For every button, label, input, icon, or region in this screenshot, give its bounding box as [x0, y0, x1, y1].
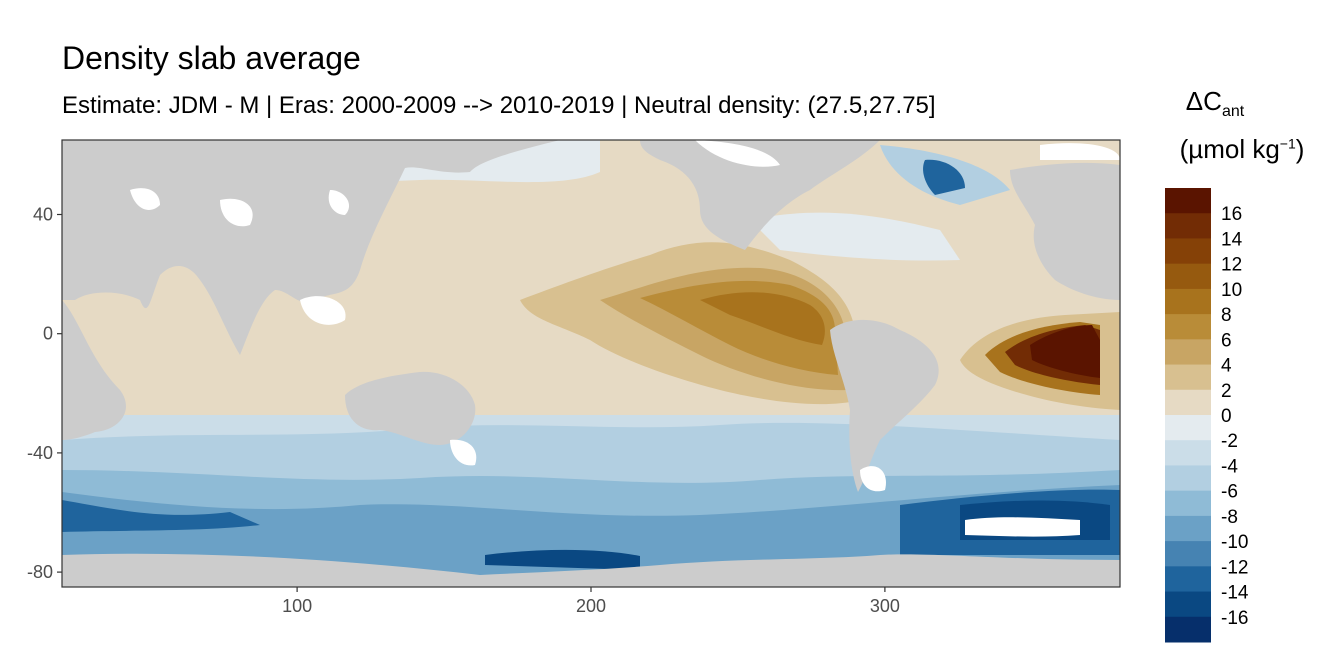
colorbar: 16 14 12 10 8 6 4 2 0 -2 -4 -6 -8 -10 -12 -14 -16 — [1165, 188, 1249, 643]
chart-title: Density slab average — [62, 40, 361, 76]
x-tick-label: 200 — [576, 596, 606, 616]
colorbar-tick-label: -6 — [1221, 482, 1238, 503]
patch-north-atlantic-west — [750, 212, 960, 261]
colorbar-bin — [1165, 314, 1211, 340]
y-tick-label: -40 — [27, 443, 53, 463]
colorbar-bin — [1165, 616, 1211, 643]
colorbar-tick-label: -16 — [1221, 608, 1248, 629]
patch-indian-south — [62, 500, 260, 532]
pacific-tongue-8 — [700, 292, 825, 345]
colorbar-tick-label: 4 — [1221, 356, 1232, 377]
y-tick-label: 40 — [33, 205, 53, 225]
colorbar-tick-label: -10 — [1221, 532, 1248, 553]
land — [62, 140, 1120, 587]
colorbar-tick-label: -14 — [1221, 583, 1249, 604]
colorbar-bin — [1165, 490, 1211, 517]
legend-title-symbol: ΔCant — [1185, 86, 1245, 121]
colorbar-tick-label: -12 — [1221, 557, 1248, 578]
colorbar-bin — [1165, 591, 1211, 618]
colorbar-bin — [1165, 364, 1211, 391]
atlantic-blob-16 — [1030, 325, 1100, 378]
colorbar-tick-label: 16 — [1221, 204, 1242, 225]
colorbar-bin — [1165, 566, 1211, 593]
colorbar-bin — [1165, 188, 1211, 214]
no-data — [130, 140, 1120, 537]
colorbar-bin — [1165, 389, 1211, 416]
patch-ross-sea — [485, 549, 640, 570]
colorbar-bin — [1165, 440, 1211, 466]
colorbar-tick-label: 8 — [1221, 305, 1232, 326]
north-america — [640, 140, 880, 250]
africa-west — [1010, 162, 1120, 300]
colorbar-bin — [1165, 465, 1211, 492]
colorbar-tick-label: -4 — [1221, 456, 1238, 477]
patch-labrador-deep — [923, 159, 965, 195]
colorbar-bin — [1165, 263, 1211, 290]
south-america — [830, 319, 939, 492]
antarctica — [62, 553, 1120, 587]
colorbar-tick-label: -8 — [1221, 507, 1238, 528]
colorbar-bin — [1165, 213, 1211, 239]
colorbar-tick-label: 6 — [1221, 330, 1232, 351]
colorbar-tick-label: 14 — [1221, 229, 1243, 250]
x-tick-label: 100 — [282, 596, 312, 616]
colorbar-bin — [1165, 238, 1211, 265]
colorbar-bin — [1165, 541, 1211, 567]
colorbar-bin — [1165, 288, 1211, 315]
australia — [345, 371, 476, 445]
colorbar-bin — [1165, 415, 1211, 441]
x-tick-label: 300 — [870, 596, 900, 616]
colorbar-tick-label: -2 — [1221, 431, 1238, 452]
africa-east — [62, 300, 126, 440]
colorbar-tick-label: 12 — [1221, 255, 1242, 276]
colorbar-tick-label: 2 — [1221, 381, 1232, 402]
colorbar-tick-label: 10 — [1221, 280, 1242, 301]
y-tick-label: -80 — [27, 562, 53, 582]
y-tick-label: 0 — [43, 324, 53, 344]
map-layers — [62, 140, 1120, 587]
colorbar-tick-label: 0 — [1221, 406, 1232, 427]
chart-subtitle: Estimate: JDM - M | Eras: 2000-2009 --> … — [62, 92, 936, 119]
eurasia — [62, 140, 560, 355]
legend-title-unit: (µmol kg−1) — [1179, 134, 1305, 164]
colorbar-bin — [1165, 515, 1211, 542]
colorbar-bin — [1165, 339, 1211, 366]
